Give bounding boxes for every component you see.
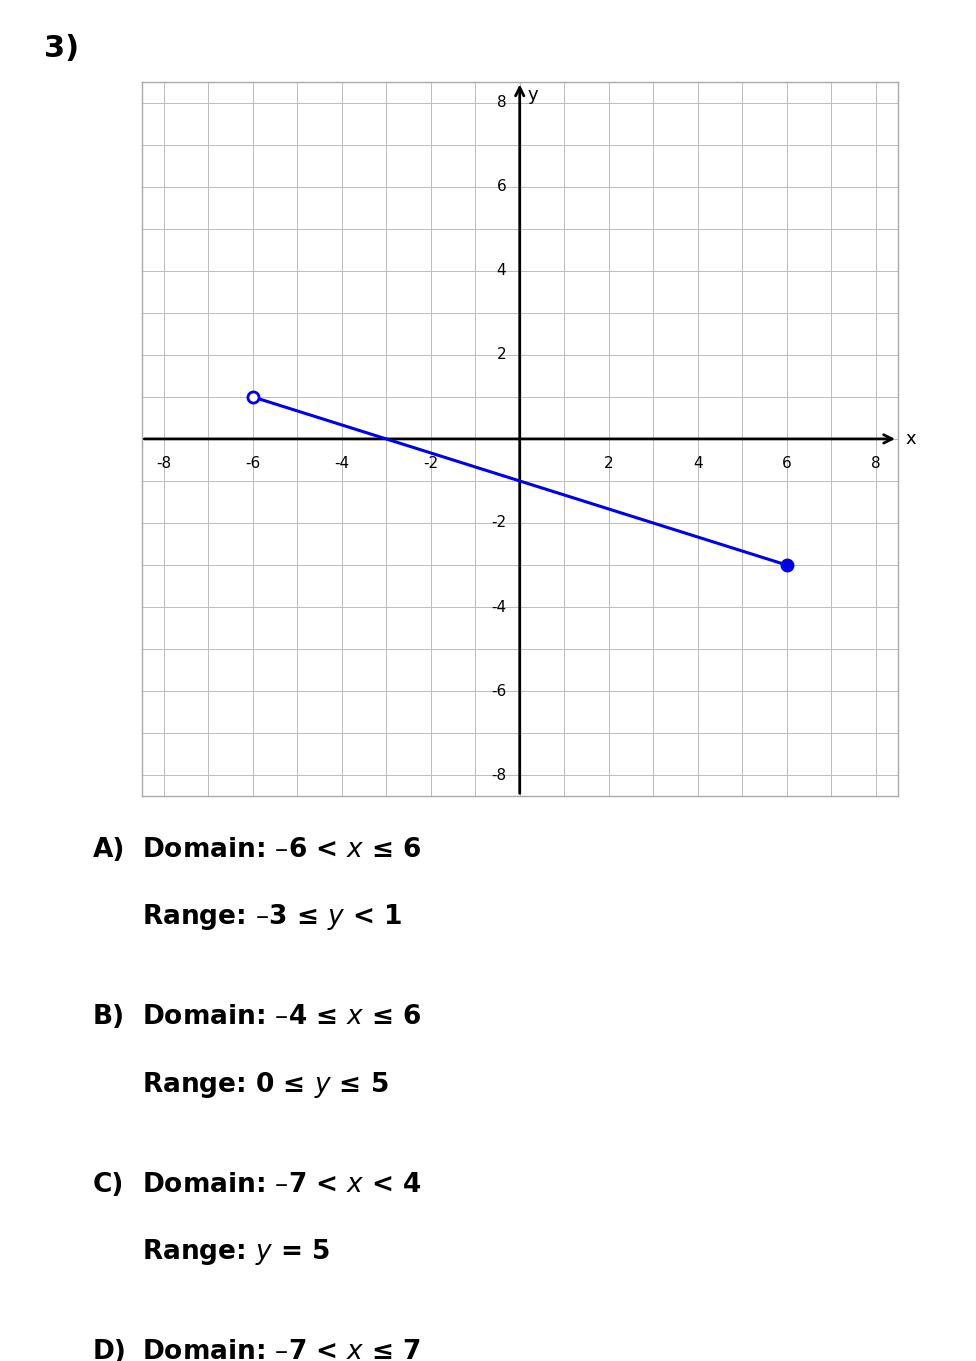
Text: -6: -6 bbox=[245, 456, 261, 471]
Text: 6: 6 bbox=[782, 456, 792, 471]
Text: Domain: –7 < $x$ ≤ 7: Domain: –7 < $x$ ≤ 7 bbox=[142, 1339, 421, 1361]
Text: -2: -2 bbox=[424, 456, 438, 471]
Text: 8: 8 bbox=[497, 95, 507, 110]
Text: 3): 3) bbox=[44, 34, 79, 63]
Text: 4: 4 bbox=[497, 263, 507, 278]
Text: 4: 4 bbox=[693, 456, 703, 471]
Text: 2: 2 bbox=[604, 456, 614, 471]
Text: Range: –3 ≤ $y$ < 1: Range: –3 ≤ $y$ < 1 bbox=[142, 902, 401, 932]
Text: y: y bbox=[528, 86, 539, 103]
Text: Domain: –7 < $x$ < 4: Domain: –7 < $x$ < 4 bbox=[142, 1172, 422, 1198]
Text: -8: -8 bbox=[156, 456, 172, 471]
Text: C): C) bbox=[93, 1172, 124, 1198]
Text: A): A) bbox=[93, 837, 125, 863]
Text: 8: 8 bbox=[871, 456, 880, 471]
Text: -6: -6 bbox=[491, 683, 507, 698]
Text: B): B) bbox=[93, 1004, 125, 1030]
Text: -8: -8 bbox=[491, 768, 507, 783]
Text: -4: -4 bbox=[334, 456, 349, 471]
Text: -4: -4 bbox=[491, 600, 507, 615]
Text: -2: -2 bbox=[491, 516, 507, 531]
Text: Domain: –4 ≤ $x$ ≤ 6: Domain: –4 ≤ $x$ ≤ 6 bbox=[142, 1004, 422, 1030]
Text: D): D) bbox=[93, 1339, 127, 1361]
Text: 6: 6 bbox=[497, 180, 507, 195]
Text: Domain: –6 < $x$ ≤ 6: Domain: –6 < $x$ ≤ 6 bbox=[142, 837, 422, 863]
Text: x: x bbox=[906, 430, 916, 448]
Text: Range: 0 ≤ $y$ ≤ 5: Range: 0 ≤ $y$ ≤ 5 bbox=[142, 1070, 388, 1100]
Text: Range: $y$ = 5: Range: $y$ = 5 bbox=[142, 1237, 330, 1267]
Text: 2: 2 bbox=[497, 347, 507, 362]
